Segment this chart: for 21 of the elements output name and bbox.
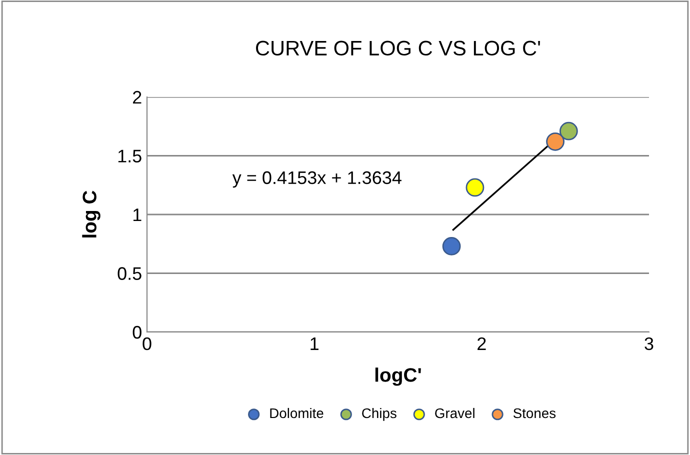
y-axis-title: log C [82,190,100,238]
point [546,132,564,151]
point [442,237,461,256]
point [559,122,578,140]
y-tick-label: 2 [133,90,142,104]
chart-title: CURVE OF LOG C VS LOG C' [256,40,540,56]
x-axis-title: logC' [375,368,421,386]
y-tick-label: 1 [133,208,142,222]
point [466,178,484,197]
annotation: y = 0.4153x + 1.3634 [232,171,402,188]
x-tick-label: 3 [644,337,654,350]
legend-label: Gravel [435,408,474,418]
legend-label: Stones [513,408,556,418]
y-tick-label: 0 [132,326,142,339]
x-tick-label: 0 [142,337,152,350]
x-tick-label: 1 [310,338,318,350]
y-tick-label: 1.5 [118,150,142,162]
legend-label: Chips [362,408,396,421]
x-tick-label: 2 [478,337,486,350]
y-tick-label: 0.5 [118,267,142,280]
legend-label: Dolomite [270,408,324,418]
